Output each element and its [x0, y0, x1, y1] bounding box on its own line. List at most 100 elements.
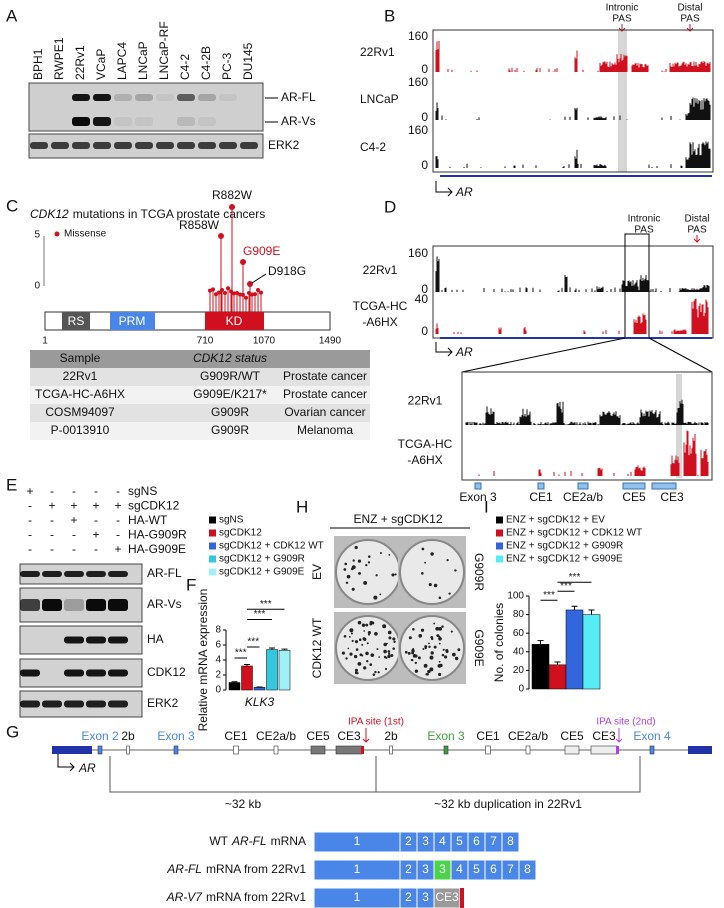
axis-label: 0 [34, 281, 40, 292]
plate-label: G909R [472, 553, 486, 591]
table-row [30, 422, 370, 440]
legend-marker [54, 231, 60, 237]
panel-label: G [6, 722, 19, 741]
colony [375, 574, 378, 577]
highlight [618, 30, 627, 172]
colony [441, 625, 444, 628]
colony [438, 642, 441, 645]
significance: *** [543, 590, 555, 601]
exon [564, 745, 580, 755]
panel-label: F [186, 575, 196, 594]
y-tick-label: 80 [513, 609, 525, 620]
band [30, 142, 48, 149]
colony [369, 620, 373, 625]
arrow [57, 754, 75, 772]
mrna-exon-label: 3 [422, 862, 429, 876]
track-scale: 160 [408, 75, 428, 89]
colony [388, 554, 391, 556]
feature-label: CE3 [337, 729, 361, 743]
exon [525, 745, 531, 755]
colony [346, 574, 351, 579]
panel-label: E [6, 475, 17, 494]
y-axis-label: Relative mRNA expression [196, 589, 210, 732]
condition-sign: - [116, 484, 120, 498]
ipa-marker [616, 746, 619, 754]
band [86, 700, 106, 708]
colony [412, 628, 415, 631]
condition-sign: - [28, 542, 32, 556]
condition-sign: - [72, 484, 76, 498]
colony [414, 661, 417, 664]
y-tick-label: 2 [215, 670, 221, 681]
colony [351, 565, 356, 570]
ipa-marker [361, 746, 364, 754]
y-axis-label: No. of colonies [492, 603, 506, 682]
colony [392, 647, 395, 650]
colony [347, 647, 350, 650]
error-bar [281, 648, 288, 651]
table-cell: G909R [211, 405, 249, 419]
frame [432, 245, 714, 339]
arrow [618, 24, 694, 32]
table-row [30, 386, 370, 404]
colony [350, 632, 353, 635]
position: 1 [42, 336, 48, 347]
plates: EV G909R CDK12 WT G909E [310, 536, 486, 684]
band [20, 700, 40, 708]
domain [62, 312, 90, 330]
colony [361, 623, 366, 627]
colony [417, 656, 421, 660]
lane-label: C4-2 [178, 54, 192, 80]
panel-label: A [6, 6, 18, 25]
signal-track [435, 256, 710, 292]
condition-sign: + [70, 499, 77, 513]
exon [97, 745, 103, 755]
colony [433, 622, 436, 625]
colony [368, 555, 371, 558]
colony [422, 648, 425, 650]
track-label: TCGA-HC [353, 299, 408, 313]
lane-label: PC-3 [220, 52, 234, 80]
colony [365, 563, 368, 567]
track-scale: 0 [421, 282, 428, 296]
colony [343, 635, 347, 638]
exon [273, 745, 279, 755]
chart: sgNS sgCDK12 sgCDK12 + CDK12 WT sgCDK12 + G… [196, 515, 324, 732]
band [93, 142, 111, 149]
condition-sign: - [50, 542, 54, 556]
exon [577, 482, 589, 490]
condition-sign: + [70, 513, 77, 527]
colony [424, 645, 428, 649]
mrna-label-part: mRNA from 22Rv1 [206, 890, 306, 904]
band [156, 94, 174, 101]
mutation-label: R858W [179, 218, 220, 232]
colony [358, 571, 361, 575]
feature-label: CE5 [306, 729, 330, 743]
colony [352, 559, 355, 562]
mrna-exon-label: 6 [473, 834, 480, 848]
band [86, 669, 106, 677]
table-cell: TCGA-HC-A6HX [35, 387, 125, 401]
condition-sign: - [50, 484, 54, 498]
colony [363, 630, 366, 632]
mrna-exon-label: 6 [490, 862, 497, 876]
mrna-label-part: mRNA from 22Rv1 [206, 862, 306, 876]
colony [358, 638, 362, 641]
colony [378, 656, 380, 658]
lollipop-head [247, 281, 253, 287]
table: 22Rv1 G909R/WT Prostate cancer TCGA-HC-A6HX… [30, 368, 370, 440]
colony [383, 649, 387, 654]
panel-label: D [384, 197, 396, 216]
bar [278, 650, 291, 691]
colony [361, 654, 364, 657]
exon [443, 745, 449, 755]
mrna-exon-label: 4 [439, 834, 446, 848]
band [42, 571, 62, 577]
colony [345, 581, 349, 585]
colony [357, 661, 362, 666]
colony [424, 561, 427, 564]
error-bar [554, 661, 561, 665]
domain [110, 312, 155, 330]
condition-sign: - [94, 484, 98, 498]
condition-sign: - [28, 499, 32, 513]
